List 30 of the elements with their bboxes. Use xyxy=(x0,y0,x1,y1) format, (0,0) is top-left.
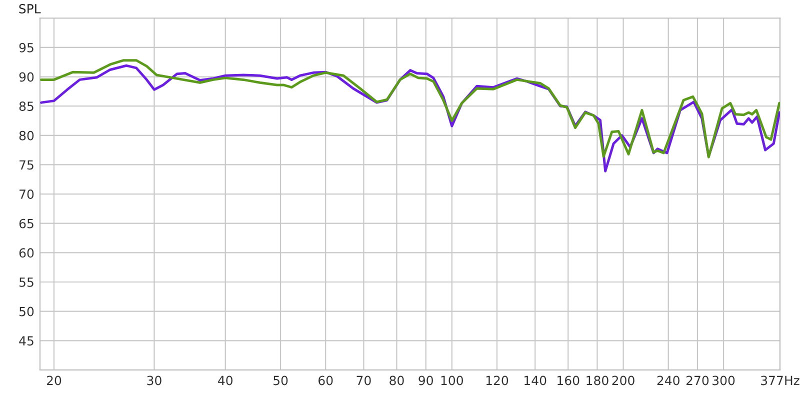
y-tick-label: 80 xyxy=(19,130,34,140)
x-tick-label: 200 xyxy=(612,376,634,386)
x-tick-label: 100 xyxy=(441,376,463,386)
x-tick-label: 160 xyxy=(558,376,580,386)
y-tick-label: 65 xyxy=(19,218,34,228)
y-tick-label: 50 xyxy=(20,306,34,316)
x-tick-label: 40 xyxy=(218,376,232,386)
x-tick-label: 180 xyxy=(586,376,608,386)
x-tick-label: 300 xyxy=(712,376,735,386)
x-tick-label: 20 xyxy=(46,376,62,386)
x-tick-label: 377Hz xyxy=(761,376,800,386)
x-tick-label: 80 xyxy=(390,376,404,386)
y-tick-label: 45 xyxy=(19,336,34,346)
x-tick-label: 70 xyxy=(356,376,371,386)
x-tick-label: 50 xyxy=(274,376,288,386)
y-tick-label: 90 xyxy=(19,72,34,82)
x-tick-label: 30 xyxy=(147,376,162,386)
x-tick-label: 120 xyxy=(486,376,508,386)
x-tick-label: 140 xyxy=(524,376,546,386)
x-tick-label: 90 xyxy=(418,376,433,386)
x-tick-label: 240 xyxy=(657,376,680,386)
y-tick-label: 75 xyxy=(20,160,34,170)
y-axis-title: SPL xyxy=(19,4,41,14)
y-tick-label: 70 xyxy=(20,190,34,199)
x-tick-label: 270 xyxy=(686,376,709,386)
y-tick-label: 60 xyxy=(19,248,34,258)
x-tick-label: 60 xyxy=(318,376,333,386)
y-tick-label: 95 xyxy=(19,42,34,52)
y-tick-label: 55 xyxy=(20,278,34,287)
y-tick-label: 85 xyxy=(19,102,34,112)
